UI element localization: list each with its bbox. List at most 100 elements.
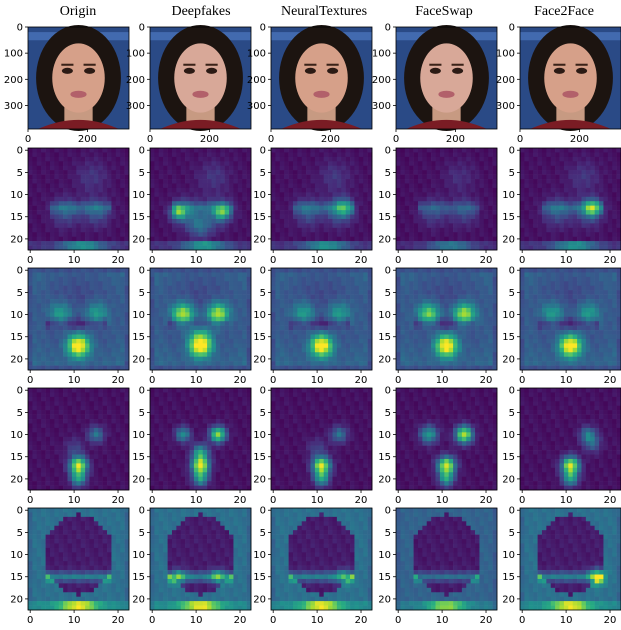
heatmap-cell xyxy=(229,187,234,193)
heatmap-cell xyxy=(336,316,342,322)
heatmap-cell xyxy=(426,290,432,295)
heatmap-cell xyxy=(479,210,485,215)
heatmap-cell xyxy=(237,179,243,184)
heatmap-cell xyxy=(288,294,294,300)
heatmap-cell xyxy=(310,187,316,193)
heatmap-cell xyxy=(98,170,103,175)
heatmap-cell xyxy=(45,294,51,300)
heatmap-cell xyxy=(599,152,604,158)
heatmap-cell xyxy=(350,299,355,304)
heatmap-cell xyxy=(332,361,338,366)
heatmap-cell xyxy=(336,347,342,353)
heatmap-cell xyxy=(603,205,609,211)
heatmap-cell xyxy=(115,183,121,189)
heatmap-cell xyxy=(607,245,613,251)
heatmap-cell xyxy=(400,338,406,344)
heatmap-cell xyxy=(80,241,86,246)
heatmap-cell xyxy=(120,179,125,184)
heatmap-cell xyxy=(488,338,493,344)
heatmap-cell xyxy=(36,325,42,331)
heatmap-cell xyxy=(363,245,368,251)
heatmap-cell xyxy=(211,236,217,242)
heatmap-cell xyxy=(207,303,212,309)
heatmap-cell xyxy=(479,227,485,233)
heatmap-cell xyxy=(193,343,199,349)
heatmap-cell xyxy=(328,338,333,344)
heatmap-cell xyxy=(546,161,552,167)
heatmap-cell xyxy=(150,361,155,366)
heatmap-cell xyxy=(107,174,112,180)
heatmap-cell xyxy=(202,268,208,273)
heatmap-cell xyxy=(111,281,117,287)
heatmap-cell xyxy=(404,290,410,295)
heatmap-cell xyxy=(71,285,77,291)
heatmap-cell xyxy=(246,205,252,211)
heatmap-cell xyxy=(233,347,239,353)
heatmap-axis-xtick-label: 10 xyxy=(311,255,324,266)
heatmap-cell xyxy=(435,232,441,237)
heatmap-cell xyxy=(49,236,55,242)
heatmap-cell xyxy=(28,285,33,291)
heatmap-cell xyxy=(466,330,471,335)
heatmap-cell xyxy=(233,148,239,153)
heatmap-cell xyxy=(163,325,168,331)
heatmap-cell xyxy=(167,148,173,153)
heatmap-cell xyxy=(292,201,298,206)
heatmap-cell xyxy=(185,268,190,273)
heatmap-cell xyxy=(58,268,64,273)
heatmap-cell xyxy=(590,152,595,158)
heatmap-cell xyxy=(400,148,406,153)
heatmap-cell xyxy=(89,330,95,335)
heatmap-cell xyxy=(107,325,112,331)
heatmap-cell xyxy=(323,170,329,175)
heatmap-cell xyxy=(479,161,485,167)
heatmap-cell xyxy=(202,192,208,198)
heatmap-cell xyxy=(80,356,86,362)
heatmap-cell xyxy=(32,312,38,318)
heatmap-cell xyxy=(28,343,33,349)
heatmap-cell xyxy=(426,161,432,167)
heatmap-cell xyxy=(488,347,493,353)
heatmap-cell xyxy=(41,321,46,326)
heatmap-cell xyxy=(328,245,333,251)
heatmap-cell xyxy=(520,227,525,233)
heatmap-cell xyxy=(207,294,212,300)
heatmap-cell xyxy=(422,218,428,224)
heatmap-cell xyxy=(202,290,208,295)
heatmap-cell xyxy=(470,156,476,162)
heatmap-cell xyxy=(215,312,221,318)
heatmap-cell xyxy=(314,152,320,158)
heatmap-cell xyxy=(233,201,239,206)
heatmap-cell xyxy=(54,187,60,193)
heatmap-cell xyxy=(612,170,617,175)
heatmap-cell xyxy=(71,321,77,326)
heatmap-cell xyxy=(328,161,333,167)
heatmap-cell xyxy=(590,214,595,220)
heatmap-cell xyxy=(363,307,368,313)
heatmap-cell xyxy=(233,285,239,291)
heatmap-cell xyxy=(198,187,203,193)
heatmap-cell xyxy=(80,205,86,211)
heatmap-cell xyxy=(28,179,33,184)
heatmap-cell xyxy=(32,236,38,242)
heatmap-cell xyxy=(93,232,99,237)
heatmap-cell xyxy=(284,365,289,371)
heatmap-cell xyxy=(297,285,303,291)
heatmap-cell xyxy=(457,330,463,335)
heatmap-cell xyxy=(102,290,108,295)
heatmap-cell xyxy=(367,241,373,246)
heatmap-cell xyxy=(417,165,423,171)
heatmap-cell xyxy=(71,299,77,304)
face-axis-xtick-label: 0 xyxy=(517,134,523,145)
heatmap-cell xyxy=(479,352,485,357)
heatmap-cell xyxy=(271,290,276,295)
heatmap-cell xyxy=(483,316,489,322)
heatmap-cell xyxy=(224,201,230,206)
heatmap-cell xyxy=(63,294,68,300)
heatmap-cell xyxy=(54,294,60,300)
heatmap-cell xyxy=(306,285,311,291)
heatmap-cell xyxy=(158,183,164,189)
heatmap-cell xyxy=(466,268,471,273)
heatmap-cell xyxy=(314,294,320,300)
heatmap-cell xyxy=(310,165,316,171)
